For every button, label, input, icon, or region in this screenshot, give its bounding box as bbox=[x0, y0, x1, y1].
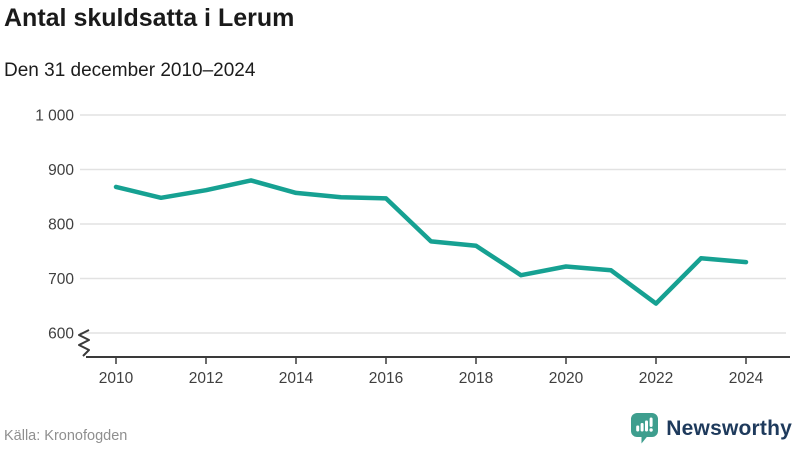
brand-wordmark: Newsworthy bbox=[666, 416, 792, 440]
newsworthy-logo-icon bbox=[631, 413, 659, 444]
y-tick-label: 800 bbox=[48, 217, 74, 234]
y-tick-label: 700 bbox=[48, 271, 74, 288]
bar-2 bbox=[640, 423, 644, 432]
data-line-antal-skuldsatta bbox=[113, 178, 749, 306]
y-tick-label: 600 bbox=[48, 326, 74, 343]
source-caption: Källa: Kronofogden bbox=[4, 428, 128, 444]
x-tick-label: 2020 bbox=[549, 370, 584, 387]
x-tick-label: 2024 bbox=[729, 370, 764, 387]
chart-title: Antal skuldsatta i Lerum bbox=[4, 4, 295, 32]
brand-lockup: Newsworthy bbox=[630, 412, 792, 445]
x-tick-label: 2012 bbox=[189, 370, 223, 387]
exclamation-stem bbox=[649, 417, 653, 427]
speech-bubble-shape bbox=[631, 413, 659, 444]
bar-3 bbox=[645, 420, 649, 432]
axis-break-icon bbox=[78, 329, 90, 357]
x-tick-label: 2022 bbox=[639, 370, 673, 387]
x-tick-label: 2010 bbox=[99, 370, 134, 387]
y-tick-label: 1 000 bbox=[35, 108, 74, 125]
y-tick-label: 900 bbox=[48, 162, 74, 179]
x-tick-label: 2014 bbox=[279, 370, 314, 387]
x-tick-label: 2016 bbox=[369, 370, 403, 387]
bar-1 bbox=[636, 425, 640, 432]
x-tick-label: 2018 bbox=[459, 370, 493, 387]
exclamation-dot bbox=[649, 428, 654, 432]
chart-subtitle: Den 31 december 2010–2024 bbox=[4, 60, 256, 81]
